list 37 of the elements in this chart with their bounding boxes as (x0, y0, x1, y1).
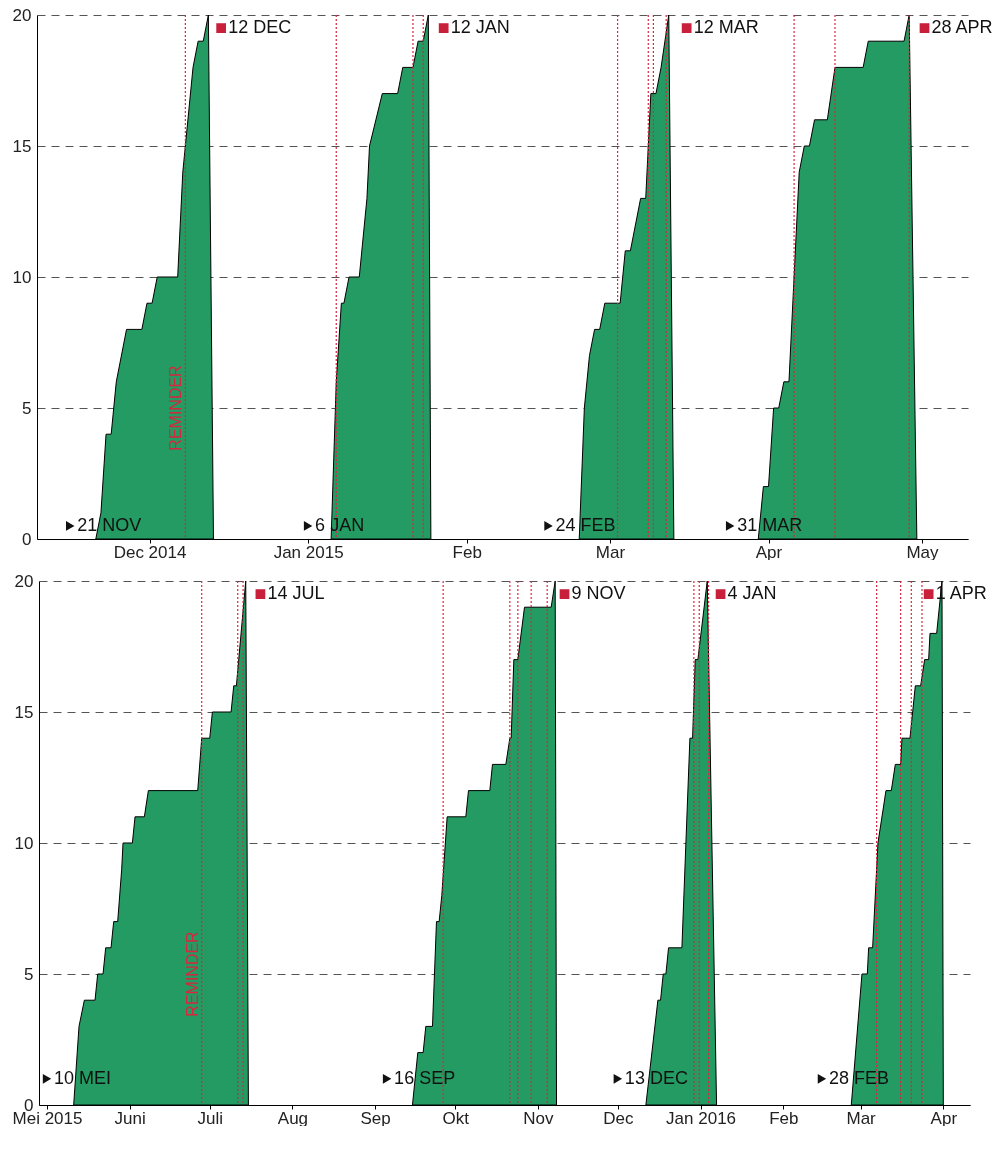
annotation: 9 NOV (571, 583, 626, 604)
annotation: 12 DEC (228, 17, 292, 38)
y-tick-label: 10 (14, 833, 34, 853)
y-tick-label: 5 (22, 398, 32, 418)
y-tick-label: 20 (14, 571, 34, 591)
x-tick-label: Jan 2015 (273, 542, 344, 562)
x-tick-label: Feb (769, 1108, 799, 1128)
x-tick-label: Mar (595, 542, 626, 562)
x-tick-label: Feb (452, 542, 482, 562)
x-tick-label: Dec 2014 (113, 542, 187, 562)
annotation: 10 MEI (54, 1067, 112, 1088)
y-tick-label: 15 (12, 136, 32, 156)
y-tick-label: 15 (14, 702, 34, 722)
annotation: 28 FEB (828, 1067, 889, 1088)
x-tick-label: Juni (114, 1108, 146, 1128)
ref-line-label: REMINDER (167, 365, 185, 451)
annotation: 21 NOV (77, 514, 142, 535)
annotation: 12 JAN (450, 17, 510, 38)
x-tick-label: Okt (442, 1108, 470, 1128)
annotation: 24 FEB (555, 514, 616, 535)
x-tick-label: Jan 2016 (666, 1108, 737, 1128)
annotation: 12 MAR (693, 17, 759, 38)
annotation: 14 JUL (267, 583, 325, 604)
x-tick-label: Mar (846, 1108, 877, 1128)
y-tick-label: 10 (12, 267, 32, 287)
annotation: 31 MAR (737, 514, 803, 535)
annotation: 13 DEC (624, 1067, 688, 1088)
y-tick-label: 0 (22, 529, 32, 549)
x-tick-label: Dec (603, 1108, 634, 1128)
annotation: 16 SEP (394, 1067, 456, 1088)
y-tick-label: 5 (24, 964, 34, 984)
x-tick-label: Juli (197, 1108, 223, 1128)
annotation: 4 JAN (727, 583, 777, 604)
annotation: 28 APR (931, 17, 993, 38)
ref-line-label: REMINDER (183, 931, 201, 1017)
y-tick-label: 20 (12, 5, 32, 25)
x-tick-label: Nov (523, 1108, 554, 1128)
